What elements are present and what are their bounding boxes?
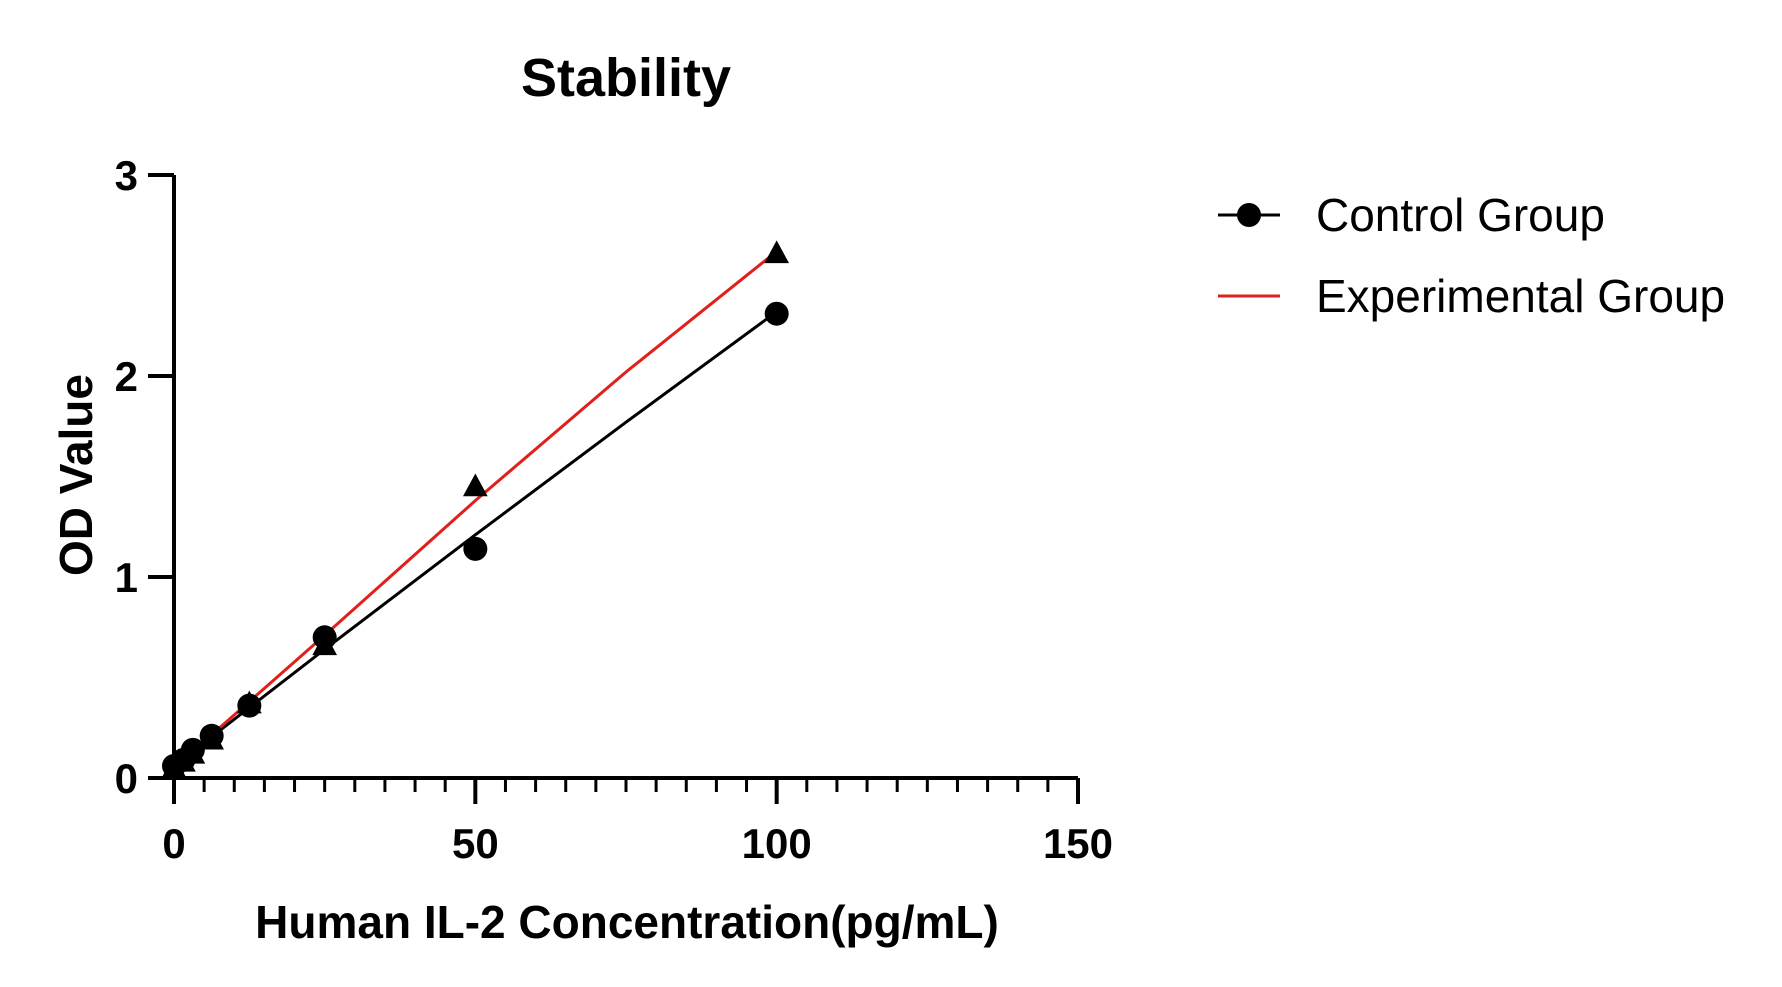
x-tick-label-0: 0 xyxy=(162,820,185,867)
y-tick-label-2: 2 xyxy=(115,353,138,400)
axes: 0 1 2 3 0 50 100 150 xyxy=(115,152,1113,867)
legend-label-control: Control Group xyxy=(1316,189,1605,241)
point-series-1-6 xyxy=(462,473,488,497)
legend: Control Group Experimental Group xyxy=(1218,189,1725,322)
point-series-0-2 xyxy=(180,737,205,762)
point-series-1-7 xyxy=(764,240,790,264)
y-tick-label-1: 1 xyxy=(115,554,138,601)
legend-entry-experimental: Experimental Group xyxy=(1218,270,1725,322)
fit-curve-series-0 xyxy=(173,310,778,768)
y-tick-label-3: 3 xyxy=(115,152,138,199)
data-markers xyxy=(161,240,790,778)
point-series-0-4 xyxy=(237,693,262,718)
point-series-0-3 xyxy=(199,723,224,748)
y-tick-label-0: 0 xyxy=(115,755,138,802)
fit-curve-series-1 xyxy=(173,250,778,770)
point-series-0-6 xyxy=(463,536,488,561)
x-tick-label-3: 150 xyxy=(1043,820,1113,867)
legend-label-experimental: Experimental Group xyxy=(1316,270,1725,322)
x-tick-label-1: 50 xyxy=(452,820,499,867)
chart-title: Stability xyxy=(521,48,731,108)
legend-entry-control: Control Group xyxy=(1218,189,1605,241)
y-axis-label: OD Value xyxy=(50,374,102,576)
x-axis-label: Human IL-2 Concentration(pg/mL) xyxy=(255,896,999,948)
legend-marker-control xyxy=(1237,203,1261,227)
fit-curves xyxy=(173,250,778,770)
point-series-0-7 xyxy=(764,301,789,326)
x-tick-label-2: 100 xyxy=(742,820,812,867)
point-series-0-5 xyxy=(312,625,337,650)
